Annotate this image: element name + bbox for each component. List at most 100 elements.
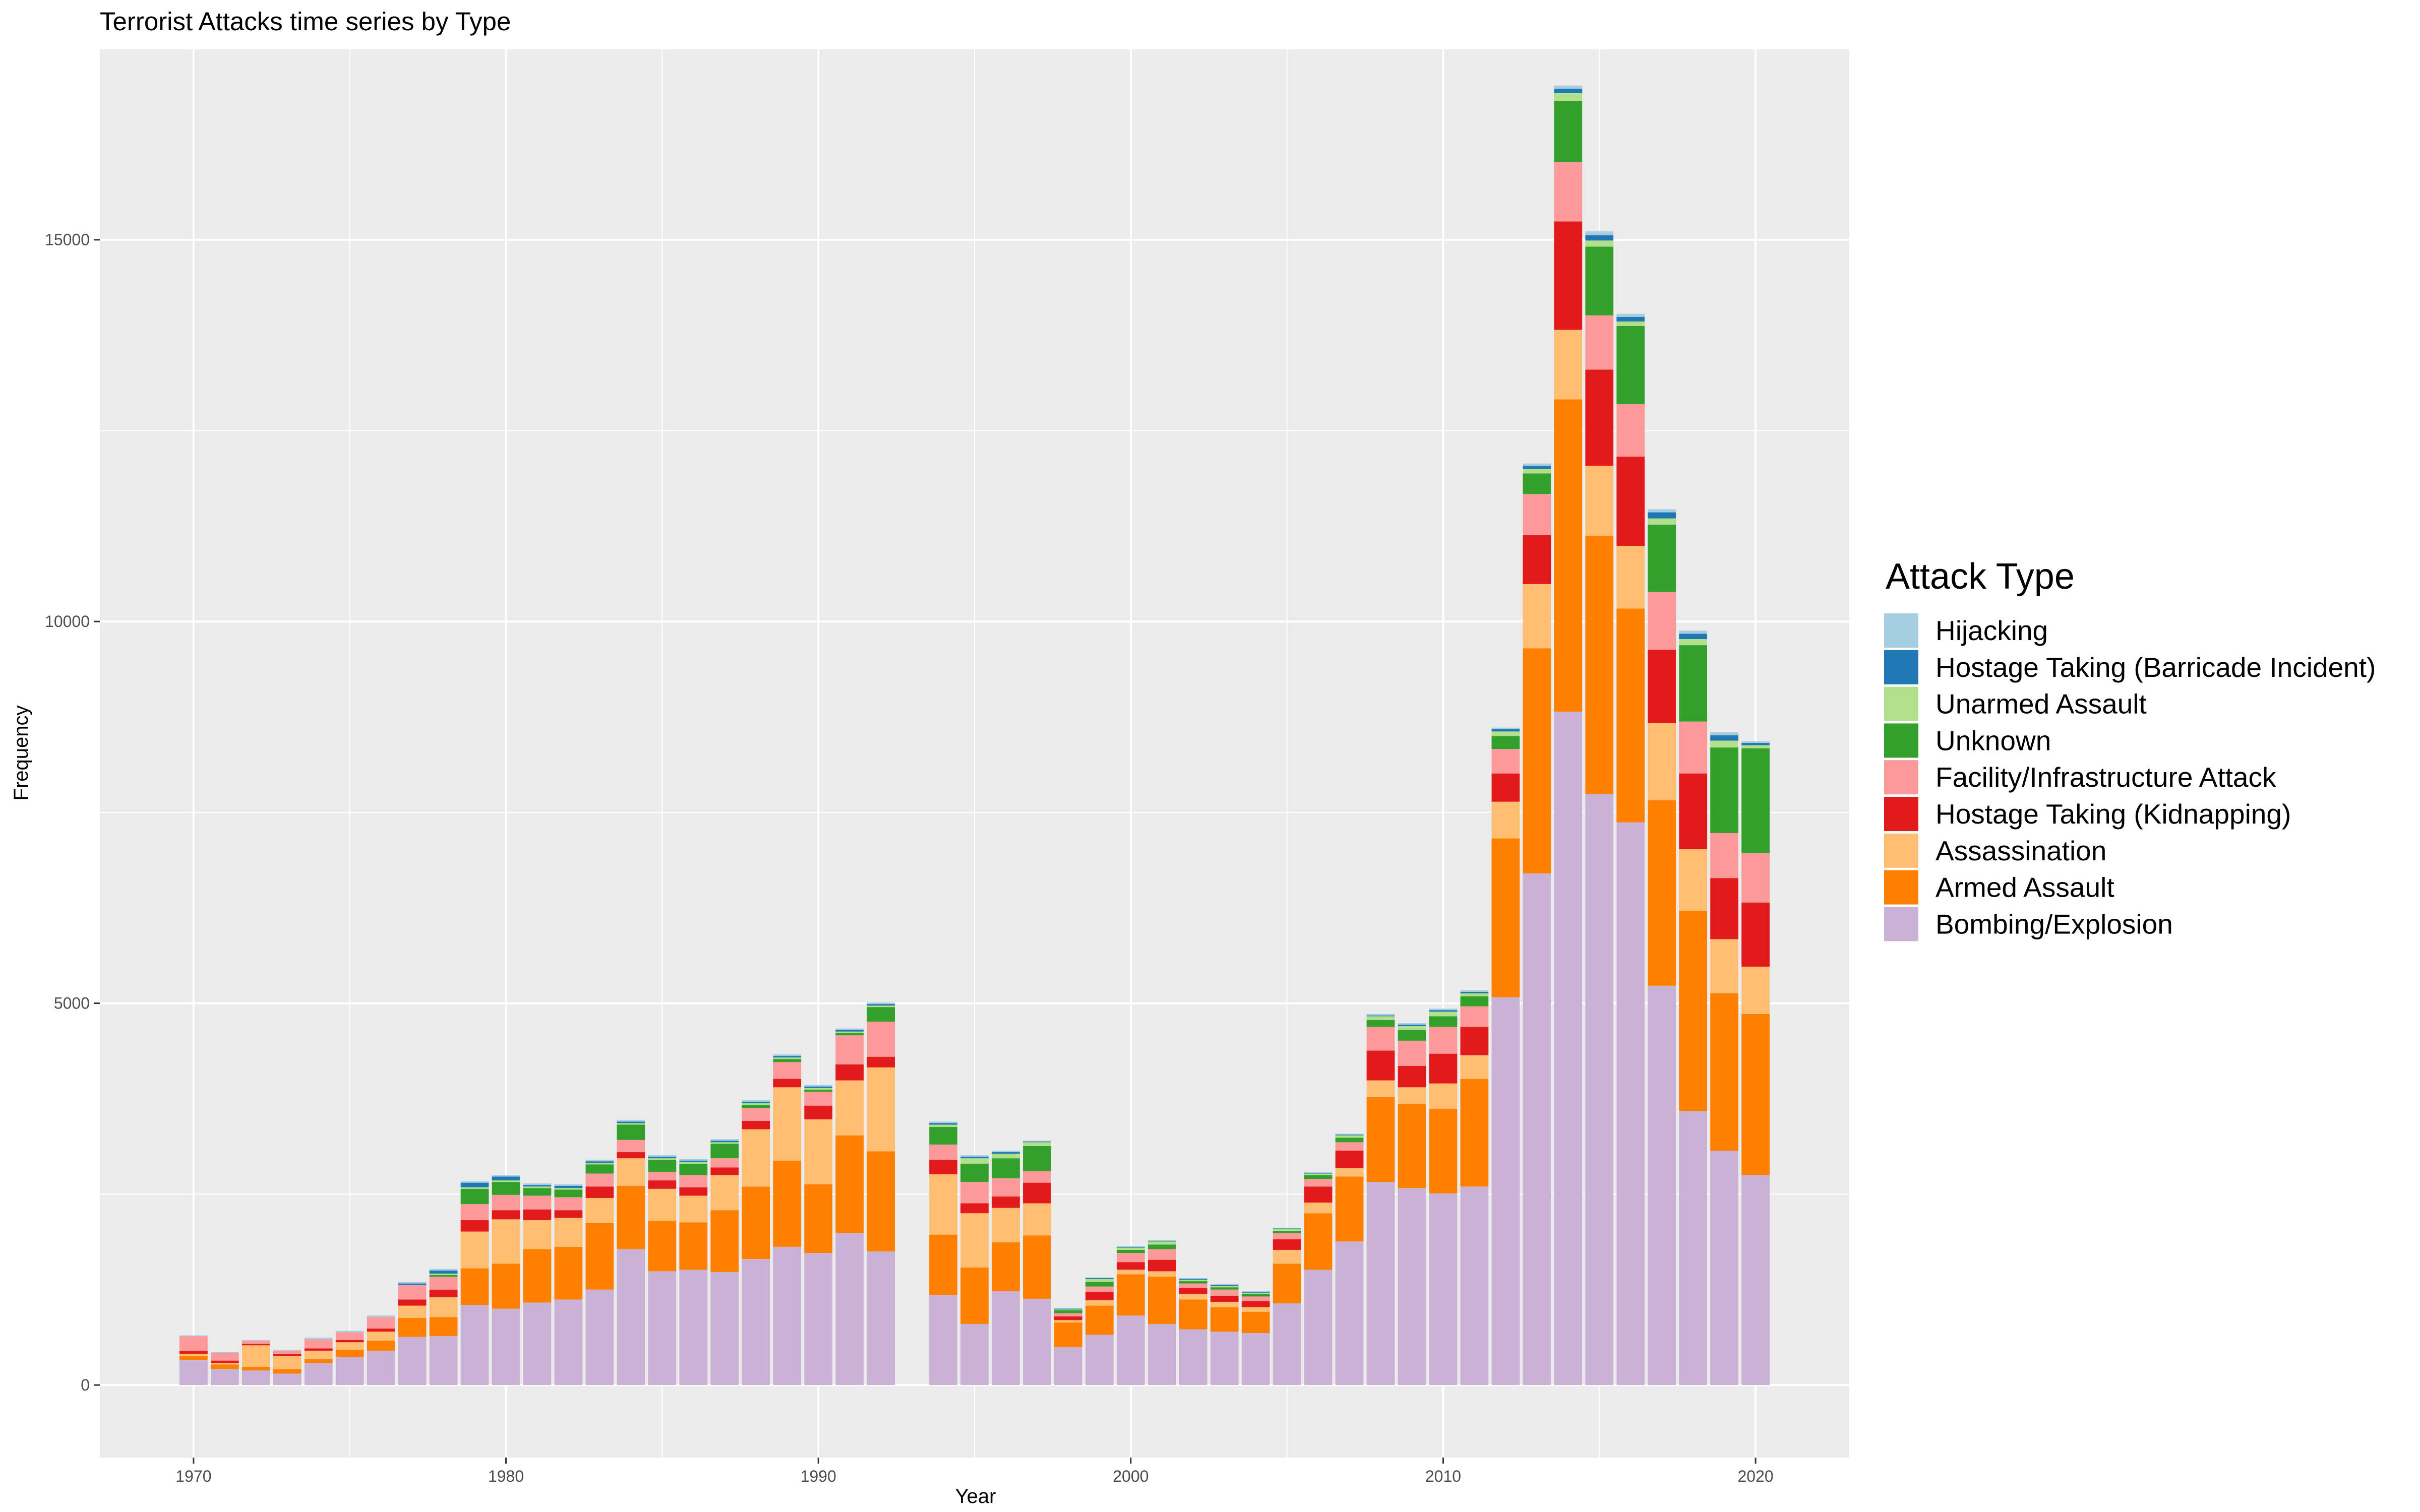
y-axis-title: Frequency bbox=[10, 706, 32, 801]
bar-segment bbox=[648, 1157, 677, 1159]
bar-segment bbox=[1523, 469, 1551, 474]
bar-segment bbox=[273, 1373, 301, 1385]
bar-segment bbox=[1616, 313, 1645, 317]
bar-segment bbox=[335, 1357, 364, 1385]
bar-segment bbox=[1116, 1246, 1145, 1248]
bar-segment bbox=[773, 1246, 802, 1385]
bar-segment bbox=[429, 1275, 458, 1277]
legend-key bbox=[1884, 870, 1918, 905]
bar-segment bbox=[304, 1359, 333, 1363]
bar-segment bbox=[1085, 1278, 1114, 1279]
bar-segment bbox=[460, 1188, 489, 1205]
bar-segment bbox=[1585, 536, 1614, 794]
bar-segment bbox=[1179, 1283, 1207, 1288]
bar-segment bbox=[1523, 466, 1551, 469]
y-tick-label: 15000 bbox=[45, 231, 90, 249]
bar-segment bbox=[1179, 1281, 1207, 1284]
bar-segment bbox=[960, 1213, 989, 1268]
bar-segment bbox=[585, 1198, 614, 1223]
bar-segment bbox=[241, 1345, 270, 1367]
bar-segment bbox=[835, 1233, 864, 1385]
bar-segment bbox=[1460, 1055, 1489, 1079]
bar-segment bbox=[460, 1305, 489, 1385]
bar-segment bbox=[523, 1183, 552, 1185]
bar-segment bbox=[867, 1067, 895, 1152]
bar-segment bbox=[992, 1152, 1020, 1154]
bar-segment bbox=[523, 1209, 552, 1220]
bar-segment bbox=[1085, 1277, 1114, 1278]
bar-segment bbox=[210, 1352, 239, 1353]
bar-segment bbox=[1210, 1289, 1239, 1296]
bar-segment bbox=[1304, 1173, 1333, 1175]
bar-segment bbox=[1460, 1027, 1489, 1055]
bar-segment bbox=[1273, 1249, 1301, 1264]
bar-segment bbox=[648, 1180, 677, 1189]
bar-segment bbox=[460, 1231, 489, 1269]
bar-segment bbox=[1710, 1151, 1739, 1385]
bar-segment bbox=[1241, 1292, 1270, 1294]
bar-segment bbox=[554, 1246, 583, 1300]
bar-segment bbox=[679, 1270, 708, 1385]
bar-segment bbox=[710, 1167, 739, 1175]
bar-segment bbox=[1304, 1179, 1333, 1187]
bar-segment bbox=[1366, 1014, 1395, 1016]
bar-segment bbox=[1398, 1104, 1426, 1188]
bar-segment bbox=[492, 1175, 520, 1177]
bar-segment bbox=[1335, 1133, 1364, 1135]
bar-segment bbox=[335, 1331, 364, 1333]
bar-segment bbox=[1085, 1335, 1114, 1385]
bar-segment bbox=[1616, 317, 1645, 322]
chart-title: Terrorist Attacks time series by Type bbox=[100, 7, 511, 36]
bar-segment bbox=[1523, 584, 1551, 649]
bar-segment bbox=[1147, 1241, 1176, 1245]
bar-segment bbox=[1398, 1188, 1426, 1385]
bar-segment bbox=[1116, 1253, 1145, 1263]
bar-segment bbox=[492, 1176, 520, 1181]
bar-segment bbox=[460, 1268, 489, 1305]
bar-segment bbox=[1116, 1315, 1145, 1385]
bar-segment bbox=[210, 1363, 239, 1365]
bar-segment bbox=[1554, 85, 1583, 89]
bar-segment bbox=[1491, 838, 1520, 997]
bar-segment bbox=[1273, 1228, 1301, 1229]
bar-segment bbox=[429, 1269, 458, 1271]
bar-segment bbox=[367, 1315, 395, 1317]
bar-segment bbox=[1023, 1142, 1051, 1146]
bar-segment bbox=[367, 1328, 395, 1332]
bar-segment bbox=[523, 1195, 552, 1210]
bar-segment bbox=[554, 1197, 583, 1211]
bar-segment bbox=[1429, 1053, 1458, 1084]
bar-segment bbox=[1710, 878, 1739, 939]
bar-segment bbox=[460, 1204, 489, 1220]
x-axis: 1970 1980 1990 2000 2010 2020 bbox=[175, 1458, 1774, 1485]
bar-segment bbox=[1554, 162, 1583, 222]
bar-segment bbox=[960, 1155, 989, 1157]
bar-segment bbox=[617, 1120, 645, 1122]
bar-segment bbox=[1648, 518, 1676, 525]
bar-segment bbox=[1648, 723, 1676, 800]
bar-segment bbox=[992, 1196, 1020, 1208]
bar-segment bbox=[1491, 731, 1520, 736]
bar-segment bbox=[335, 1332, 364, 1340]
bar-segment bbox=[1491, 736, 1520, 749]
bar-segment bbox=[929, 1160, 957, 1174]
bar-segment bbox=[1241, 1333, 1270, 1385]
bar-segment bbox=[1398, 1026, 1426, 1030]
bar-segment bbox=[1054, 1309, 1082, 1310]
bar-segment bbox=[1366, 1097, 1395, 1182]
bar-segment bbox=[1491, 773, 1520, 802]
bar-segment bbox=[335, 1340, 364, 1343]
bar-segment bbox=[1210, 1332, 1239, 1385]
bar-segment bbox=[835, 1035, 864, 1064]
bar-segment bbox=[992, 1291, 1020, 1385]
bar-segment bbox=[1023, 1235, 1051, 1299]
bar-segment bbox=[273, 1356, 301, 1369]
bar-segment bbox=[1179, 1288, 1207, 1294]
bar-segment bbox=[835, 1033, 864, 1036]
bar-segment bbox=[960, 1324, 989, 1385]
bar-segment bbox=[210, 1360, 239, 1363]
legend-title: Attack Type bbox=[1886, 556, 2075, 597]
bar-segment bbox=[429, 1297, 458, 1317]
bar-segment bbox=[1335, 1241, 1364, 1385]
bar-segment bbox=[1429, 1010, 1458, 1012]
